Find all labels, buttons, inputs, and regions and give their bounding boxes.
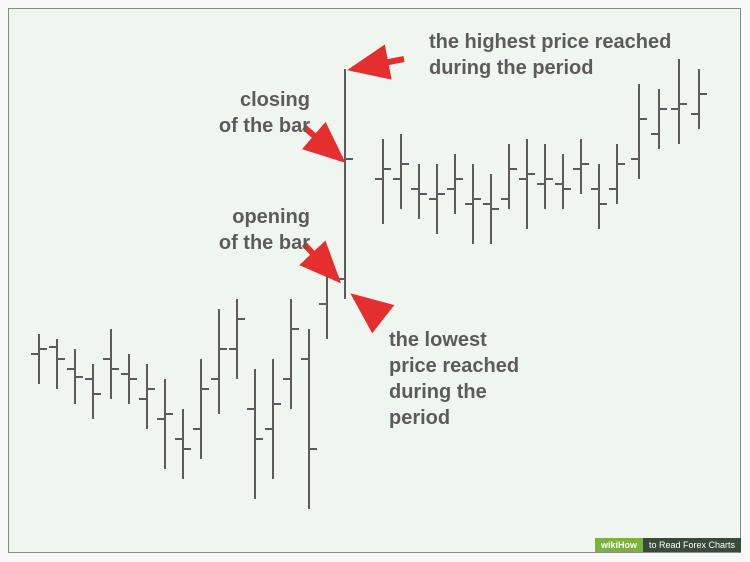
label-closing: closingof the bar	[219, 87, 310, 139]
brand-badge: wikiHow	[595, 538, 643, 552]
chart-canvas: closingof the bar openingof the bar the …	[8, 8, 741, 553]
label-highest: the highest price reachedduring the peri…	[429, 29, 671, 81]
ohlc-chart	[9, 9, 742, 554]
label-opening: openingof the bar	[219, 204, 310, 256]
label-lowest: the lowestprice reachedduring theperiod	[389, 327, 519, 431]
attribution-badge: wikiHow to Read Forex Charts	[595, 537, 741, 553]
title-badge: to Read Forex Charts	[643, 538, 741, 552]
